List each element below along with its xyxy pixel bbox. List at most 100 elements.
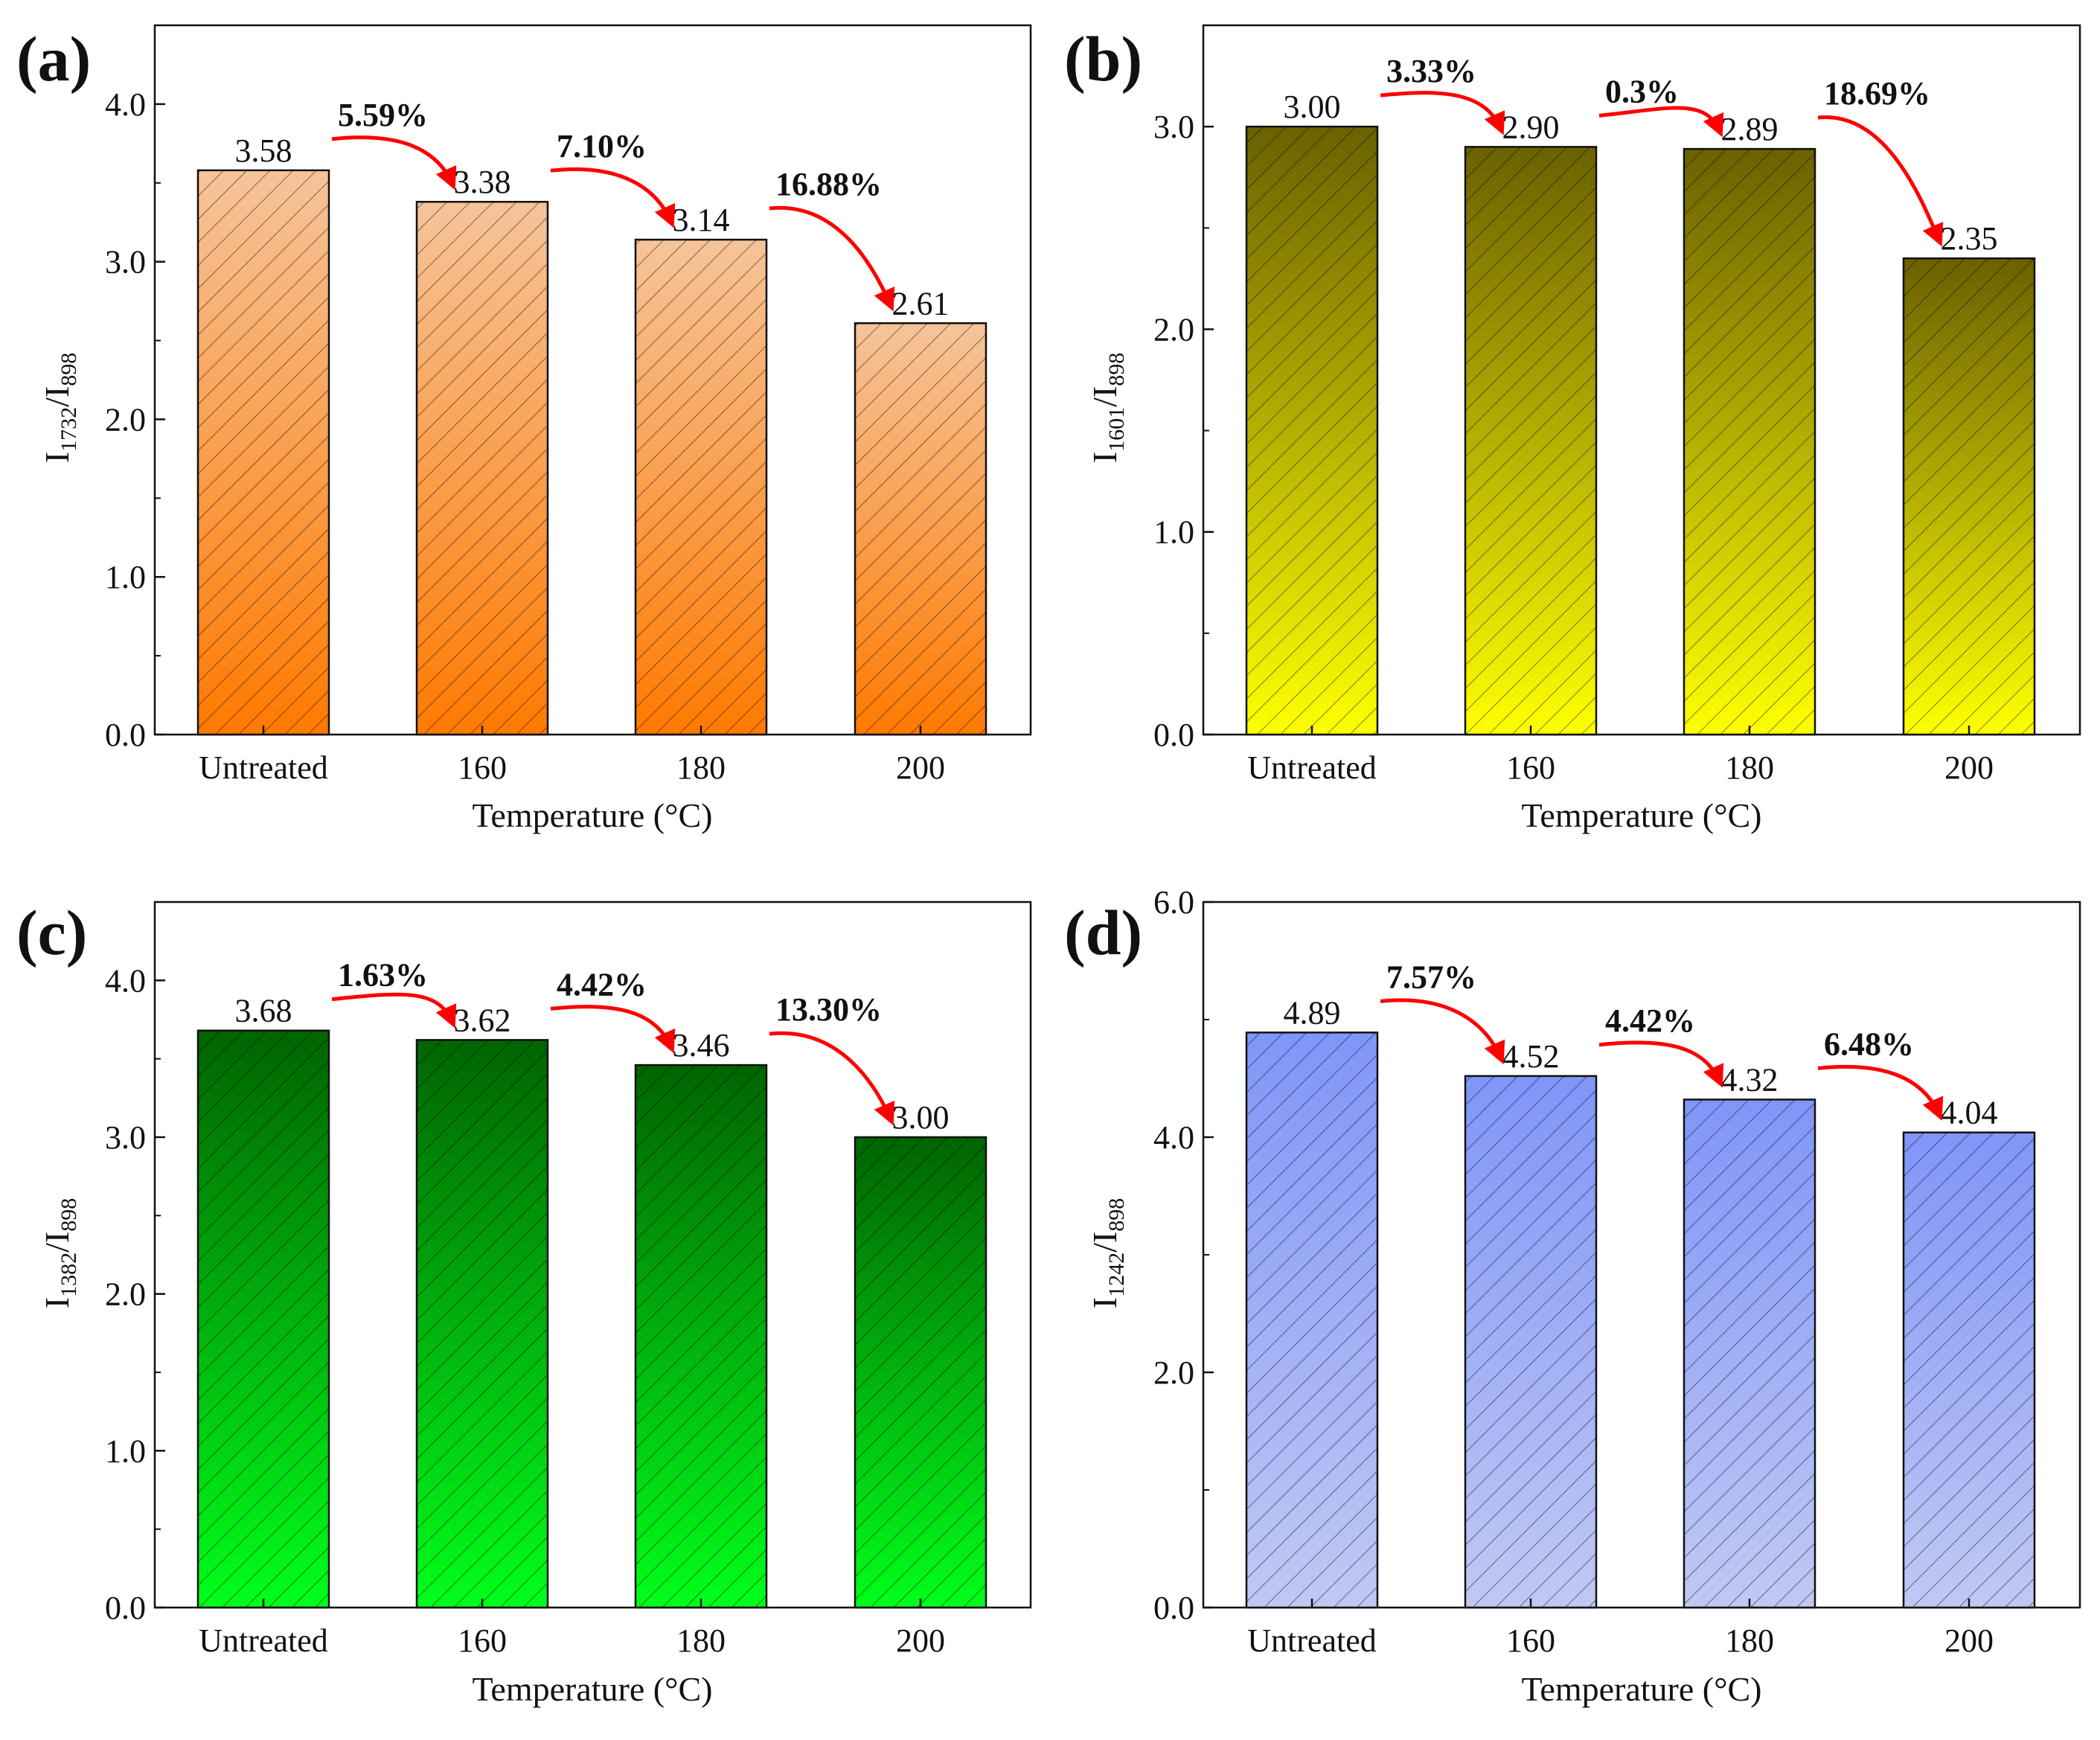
- y-axis-title-part: I: [1086, 452, 1124, 463]
- x-tick-label: 180: [1725, 749, 1774, 786]
- x-tick-label: Untreated: [1247, 1622, 1376, 1659]
- bar-hatch: [1683, 147, 1816, 736]
- y-axis-title-part: /I: [1086, 1232, 1124, 1253]
- x-axis-title: Temperature (°C): [473, 1670, 713, 1708]
- change-percentage: 1.63%: [338, 957, 428, 994]
- y-axis-title-part: I: [1086, 1297, 1124, 1308]
- y-tick-label: 4.0: [105, 86, 146, 123]
- change-arrow: [1817, 1064, 1944, 1121]
- x-axis-title: Temperature (°C): [1522, 1670, 1762, 1708]
- y-axis-title-subscript: 898: [1104, 1198, 1129, 1232]
- y-tick-label: 3.0: [1153, 109, 1194, 145]
- x-tick-label: 180: [1725, 1622, 1774, 1659]
- change-arrow: [1598, 106, 1724, 138]
- y-tick-label: 3.0: [105, 1119, 146, 1156]
- y-axis-title-subscript: 1382: [57, 1253, 81, 1297]
- y-axis-title-subscript: 898: [57, 1198, 81, 1232]
- bar-hatch: [1902, 257, 2036, 736]
- bar-hatch: [854, 322, 987, 736]
- data-label: 3.46: [673, 1027, 730, 1063]
- y-tick-label: 2.0: [1153, 311, 1194, 348]
- chart-panel-c: 0.0 1.0 2.0 3.0 4.0 Untreated 3.68 160 3.62 180 3.…: [16, 897, 1032, 1708]
- data-label: 2.61: [892, 285, 950, 322]
- change-arrow: [1380, 998, 1505, 1065]
- data-label: 3.62: [454, 1002, 511, 1038]
- change-arrow: [1380, 91, 1505, 135]
- change-percentage: 7.10%: [557, 128, 647, 164]
- bar-hatch: [634, 1063, 768, 1609]
- y-axis-title: I1242/I898: [1086, 1198, 1129, 1308]
- y-axis-title-subscript: 1732: [57, 407, 81, 452]
- y-axis-title-part: /I: [38, 1232, 76, 1253]
- chart-panel-b: 0.0 1.0 2.0 3.0 Untreated 3.00 160 2.90 180 2.89 2…: [1064, 23, 2081, 834]
- plot-frame: [153, 24, 1032, 736]
- y-tick-label: 1.0: [105, 1433, 146, 1469]
- change-arrow: [769, 1031, 895, 1126]
- data-label: 3.00: [1284, 89, 1341, 125]
- y-axis-title-part: I: [38, 452, 76, 463]
- x-tick-label: Untreated: [199, 749, 327, 786]
- change-arrow: [1817, 115, 1944, 247]
- panel-label: (b): [1064, 23, 1142, 95]
- bar-hatch: [1464, 1075, 1598, 1609]
- bar-hatch: [1683, 1098, 1816, 1609]
- y-tick-label: 4.0: [1153, 1119, 1194, 1156]
- change-percentage: 7.57%: [1386, 959, 1476, 995]
- change-percentage: 16.88%: [775, 166, 882, 202]
- bar-hatch: [196, 1029, 330, 1609]
- y-axis-title-subscript: 898: [1104, 353, 1129, 386]
- x-tick-label: 160: [1506, 749, 1555, 786]
- x-tick-label: Untreated: [1247, 749, 1376, 786]
- data-label: 3.58: [235, 132, 292, 169]
- plot-frame: [153, 901, 1032, 1609]
- x-tick-label: 200: [896, 1622, 945, 1659]
- y-axis-title: I1601/I898: [1086, 353, 1129, 463]
- bar-hatch: [196, 169, 330, 736]
- y-axis-title-subscript: 1601: [1104, 407, 1129, 452]
- y-tick-label: 6.0: [1153, 884, 1194, 921]
- change-arrow: [769, 205, 895, 312]
- y-axis-title-part: /I: [1086, 386, 1124, 407]
- y-tick-label: 0.0: [105, 717, 146, 753]
- y-tick-label: 0.0: [1153, 717, 1194, 753]
- chart-panel-d: 0.0 2.0 4.0 6.0 Untreated 4.89 160 4.52 180 4.32 2…: [1064, 884, 2081, 1708]
- x-tick-label: Untreated: [199, 1622, 327, 1659]
- y-tick-label: 2.0: [105, 1276, 146, 1313]
- panel-label: (a): [16, 23, 91, 95]
- data-label: 4.32: [1721, 1061, 1779, 1098]
- change-arrow: [331, 992, 457, 1029]
- y-axis-title: I1732/I898: [38, 353, 81, 463]
- bar-hatch: [1464, 146, 1598, 736]
- change-percentage: 5.59%: [338, 97, 428, 133]
- x-axis-title: Temperature (°C): [1522, 796, 1762, 834]
- y-tick-label: 2.0: [1153, 1354, 1194, 1391]
- y-tick-label: 1.0: [1153, 514, 1194, 551]
- change-percentage: 4.42%: [1605, 1002, 1695, 1039]
- change-arrow: [550, 1005, 676, 1054]
- y-tick-label: 2.0: [105, 401, 146, 438]
- chart-panel-a: 0.0 1.0 2.0 3.0 4.0 Untreated 3.58 160 3.38 180 3.…: [16, 23, 1032, 834]
- y-tick-label: 0.0: [105, 1590, 146, 1626]
- x-tick-label: 180: [676, 749, 726, 786]
- y-axis-title-part: /I: [38, 386, 76, 407]
- bar-hatch: [415, 1039, 549, 1609]
- y-axis-title-part: I: [38, 1297, 76, 1308]
- change-percentage: 13.30%: [775, 991, 882, 1028]
- y-tick-label: 0.0: [1153, 1590, 1194, 1626]
- change-arrow: [1598, 1040, 1724, 1088]
- x-tick-label: 200: [1944, 1622, 1994, 1659]
- change-arrow: [550, 167, 676, 228]
- y-axis-title-subscript: 898: [57, 353, 81, 386]
- data-label: 4.04: [1941, 1095, 1998, 1131]
- plot-frame: [1202, 24, 2081, 736]
- x-axis-title: Temperature (°C): [473, 796, 713, 834]
- panel-label: (c): [16, 897, 87, 968]
- x-tick-label: 160: [458, 1622, 507, 1659]
- bar-hatch: [854, 1136, 987, 1609]
- data-label: 2.35: [1941, 220, 1998, 257]
- change-arrow: [331, 135, 457, 191]
- y-axis-title: I1382/I898: [38, 1198, 81, 1308]
- data-label: 2.89: [1721, 111, 1779, 147]
- bar-hatch: [1245, 125, 1379, 736]
